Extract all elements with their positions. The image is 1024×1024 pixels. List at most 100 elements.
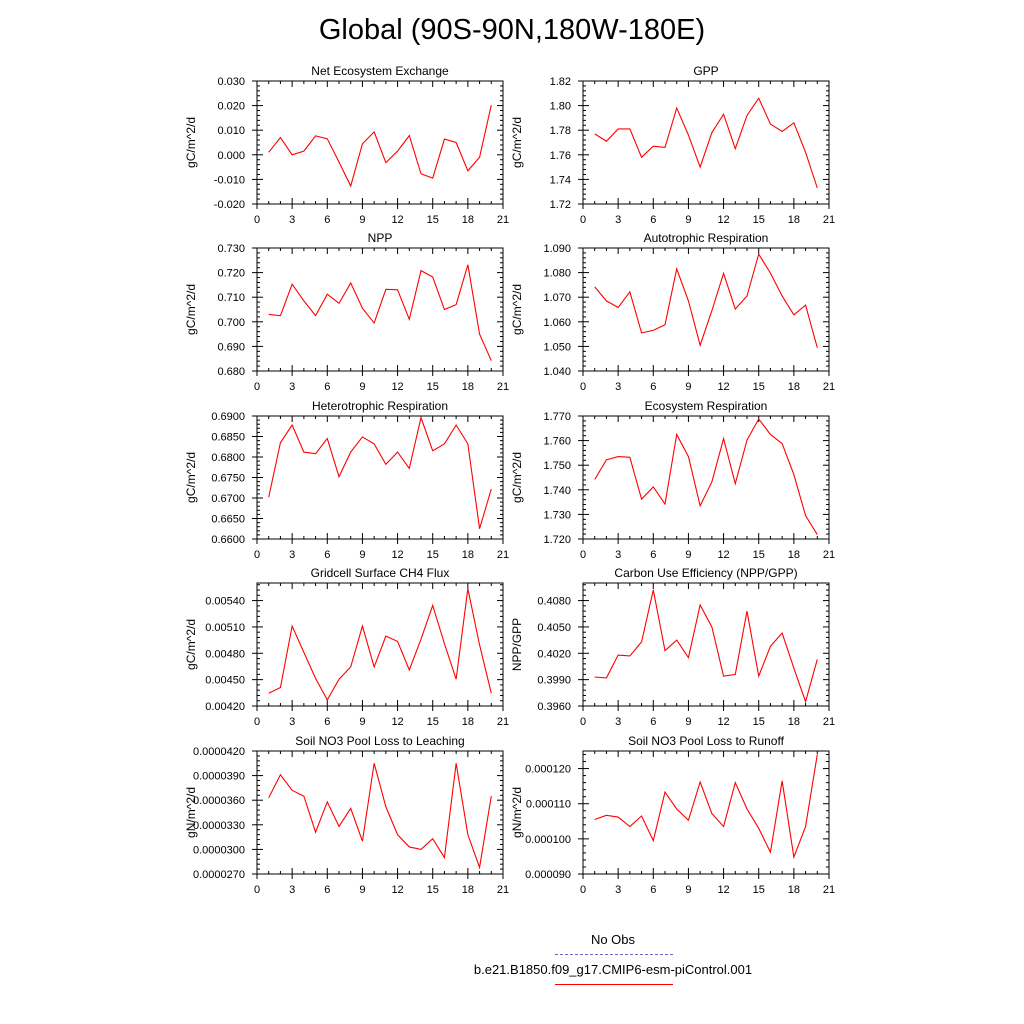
x-tick-label: 6 [650, 214, 656, 226]
y-tick-label: 0.000120 [525, 764, 571, 776]
x-tick-label: 18 [462, 716, 474, 728]
x-tick-label: 18 [788, 381, 800, 393]
x-tick-label: 21 [823, 549, 835, 561]
y-tick-label: 1.750 [543, 460, 571, 472]
x-tick-label: 6 [324, 716, 330, 728]
panel-9: Soil NO3 Pool Loss to LeachinggN/m^2/d0.… [184, 734, 509, 896]
series-line [594, 97, 818, 189]
y-axis-label: gC/m^2/d [184, 452, 198, 503]
plot-frame [582, 582, 830, 707]
x-tick-label: 15 [427, 884, 439, 896]
x-tick-label: 18 [462, 884, 474, 896]
y-tick-label: 0.00420 [205, 701, 245, 713]
x-tick-label: 15 [427, 716, 439, 728]
x-tick-label: 0 [254, 381, 260, 393]
x-tick-label: 12 [717, 716, 729, 728]
panel-8: Carbon Use Efficiency (NPP/GPP) NPP/GPP 0.… [510, 566, 835, 728]
y-tick-label: 0.6850 [211, 432, 245, 444]
x-tick-label: 12 [391, 381, 403, 393]
x-tick-label: 12 [717, 214, 729, 226]
x-tick-label: 18 [462, 214, 474, 226]
x-tick-label: 18 [788, 716, 800, 728]
x-tick-label: 3 [289, 381, 295, 393]
y-axis-label: gC/m^2/d [184, 117, 198, 168]
y-tick-label: 0.00540 [205, 596, 245, 608]
panel-10: Soil NO3 Pool Loss to RunoffgN/m^2/d0.00… [510, 734, 835, 896]
y-tick-label: 1.770 [543, 411, 571, 423]
plot-frame [256, 80, 504, 205]
plot-frame [256, 582, 504, 707]
y-axis-label: gC/m^2/d [510, 117, 524, 168]
panel-title: GPP [693, 64, 718, 78]
panel-title: Carbon Use Efficiency (NPP/GPP) [614, 566, 797, 580]
y-tick-label: 0.6750 [211, 473, 245, 485]
x-tick-label: 12 [717, 381, 729, 393]
y-tick-label: 0.3990 [537, 675, 571, 687]
y-tick-label: 0.4080 [537, 596, 571, 608]
x-tick-label: 12 [391, 884, 403, 896]
panel-3: NPP gC/m^2/d 0.680 0.690 0.700 0.710 0.720 0.73… [184, 231, 509, 393]
y-tick-label: 1.070 [543, 292, 571, 304]
series-line [268, 104, 492, 188]
main-title: Global (90S-90N,180W-180E) [318, 14, 706, 46]
x-tick-label: 18 [788, 214, 800, 226]
panel-title: Net Ecosystem Exchange [311, 64, 449, 78]
panel-title: Soil NO3 Pool Loss to Leaching [295, 734, 464, 748]
x-tick-label: 0 [580, 214, 586, 226]
x-tick-label: 18 [788, 549, 800, 561]
y-tick-label: 0.6900 [211, 411, 245, 423]
y-tick-label: 0.000110 [526, 799, 571, 811]
x-tick-label: 6 [324, 884, 330, 896]
x-tick-label: 3 [615, 549, 621, 561]
plot-frame [256, 415, 504, 540]
x-tick-label: 0 [254, 884, 260, 896]
legend-case-label: b.e21.B1850.f09_g17.CMIP6-esm-piControl.… [473, 962, 753, 977]
x-tick-label: 12 [391, 716, 403, 728]
panel-4: Autotrophic Respiration gC/m^2/d 1.040 1.05… [510, 231, 835, 393]
panel-2: GPP gC/m^2/d 1.72 1.74 1.76 1.78 1.80 1.82 0 3 6 9 1… [510, 64, 835, 226]
panel-7: Gridcell Surface CH4 Flux gC/m^2/d 0.00420… [184, 566, 509, 728]
plot-frame [582, 80, 830, 205]
x-tick-label: 21 [497, 381, 509, 393]
x-tick-label: 0 [580, 716, 586, 728]
plot-frame [256, 247, 504, 372]
legend-case-line [555, 984, 673, 985]
x-tick-label: 0 [254, 716, 260, 728]
panel-6: Ecosystem Respiration gC/m^2/d 1.720 1.730 1… [510, 399, 835, 561]
y-tick-label: 1.060 [543, 317, 571, 329]
x-tick-label: 0 [580, 549, 586, 561]
legend-obs-label: No Obs [590, 932, 636, 947]
x-tick-label: 3 [615, 884, 621, 896]
x-tick-label: 6 [324, 549, 330, 561]
x-tick-label: 15 [753, 214, 765, 226]
x-tick-label: 6 [324, 214, 330, 226]
x-tick-label: 6 [650, 549, 656, 561]
x-tick-label: 3 [289, 214, 295, 226]
x-tick-label: 9 [685, 716, 691, 728]
x-tick-label: 6 [650, 884, 656, 896]
x-tick-label: 3 [289, 549, 295, 561]
y-axis-label: gN/m^2/d [184, 787, 198, 838]
x-tick-label: 15 [753, 549, 765, 561]
y-tick-label: 1.050 [543, 341, 571, 353]
x-tick-label: 18 [462, 549, 474, 561]
plot-frame [582, 750, 830, 875]
y-tick-label: 0.00510 [205, 622, 245, 634]
y-tick-label: 0.710 [217, 292, 245, 304]
y-tick-label: 0.0000300 [193, 844, 245, 856]
y-tick-label: 1.090 [543, 243, 571, 255]
y-tick-label: 0.0000360 [193, 795, 245, 807]
y-tick-label: 1.72 [550, 199, 571, 211]
series-line [594, 252, 818, 348]
y-axis-label: gC/m^2/d [510, 452, 524, 503]
x-tick-label: 21 [497, 884, 509, 896]
y-tick-label: 0.3960 [537, 701, 571, 713]
x-tick-label: 21 [497, 549, 509, 561]
x-tick-label: 6 [650, 716, 656, 728]
plot-frame [256, 750, 504, 875]
y-tick-label: 0.6600 [211, 534, 245, 546]
x-tick-label: 3 [615, 716, 621, 728]
y-tick-label: 0.0000420 [193, 746, 245, 758]
x-tick-label: 3 [289, 884, 295, 896]
